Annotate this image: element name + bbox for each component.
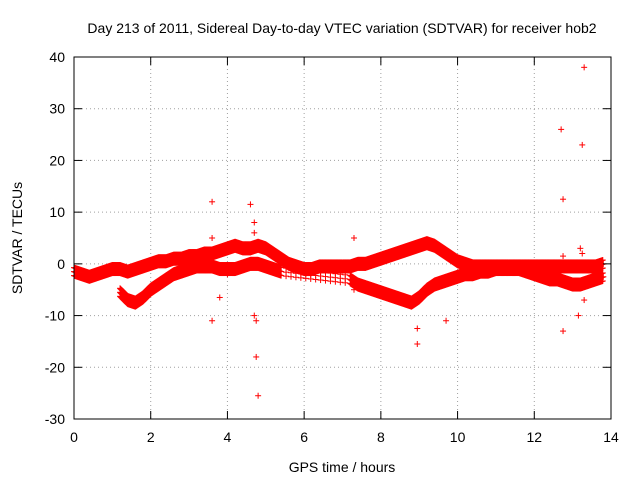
data-point [297, 274, 304, 281]
data-point [292, 274, 299, 281]
data-point [327, 278, 334, 285]
grid-lines [74, 57, 611, 419]
data-point [317, 277, 324, 284]
data-point [302, 275, 309, 282]
data-points [71, 64, 607, 399]
data-point [332, 278, 339, 285]
data-point [307, 275, 314, 282]
data-point [287, 273, 294, 280]
data-point [337, 279, 344, 286]
data-point [312, 276, 319, 283]
data-point [322, 277, 329, 284]
data-point [342, 279, 349, 286]
data-point [283, 273, 290, 280]
